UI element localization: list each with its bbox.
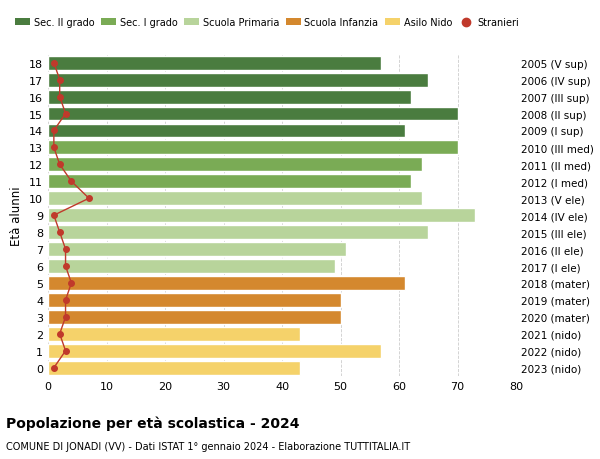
Y-axis label: Età alunni: Età alunni — [10, 186, 23, 246]
Bar — [48, 56, 382, 71]
Bar — [48, 361, 299, 375]
Bar — [48, 344, 382, 358]
Bar — [48, 107, 458, 121]
Bar — [48, 310, 341, 324]
Bar — [48, 141, 458, 155]
Bar — [48, 192, 422, 206]
Bar — [48, 259, 335, 274]
Bar — [48, 243, 346, 257]
Bar — [48, 124, 405, 138]
Bar — [48, 175, 411, 189]
Text: Popolazione per età scolastica - 2024: Popolazione per età scolastica - 2024 — [6, 415, 299, 430]
Bar — [48, 209, 475, 223]
Bar — [48, 73, 428, 87]
Bar — [48, 90, 411, 104]
Bar — [48, 293, 341, 307]
Bar — [48, 327, 299, 341]
Bar — [48, 158, 422, 172]
Bar — [48, 226, 428, 240]
Bar — [48, 276, 405, 290]
Legend: Sec. II grado, Sec. I grado, Scuola Primaria, Scuola Infanzia, Asilo Nido, Stran: Sec. II grado, Sec. I grado, Scuola Prim… — [16, 18, 519, 28]
Text: COMUNE DI JONADI (VV) - Dati ISTAT 1° gennaio 2024 - Elaborazione TUTTITALIA.IT: COMUNE DI JONADI (VV) - Dati ISTAT 1° ge… — [6, 441, 410, 451]
